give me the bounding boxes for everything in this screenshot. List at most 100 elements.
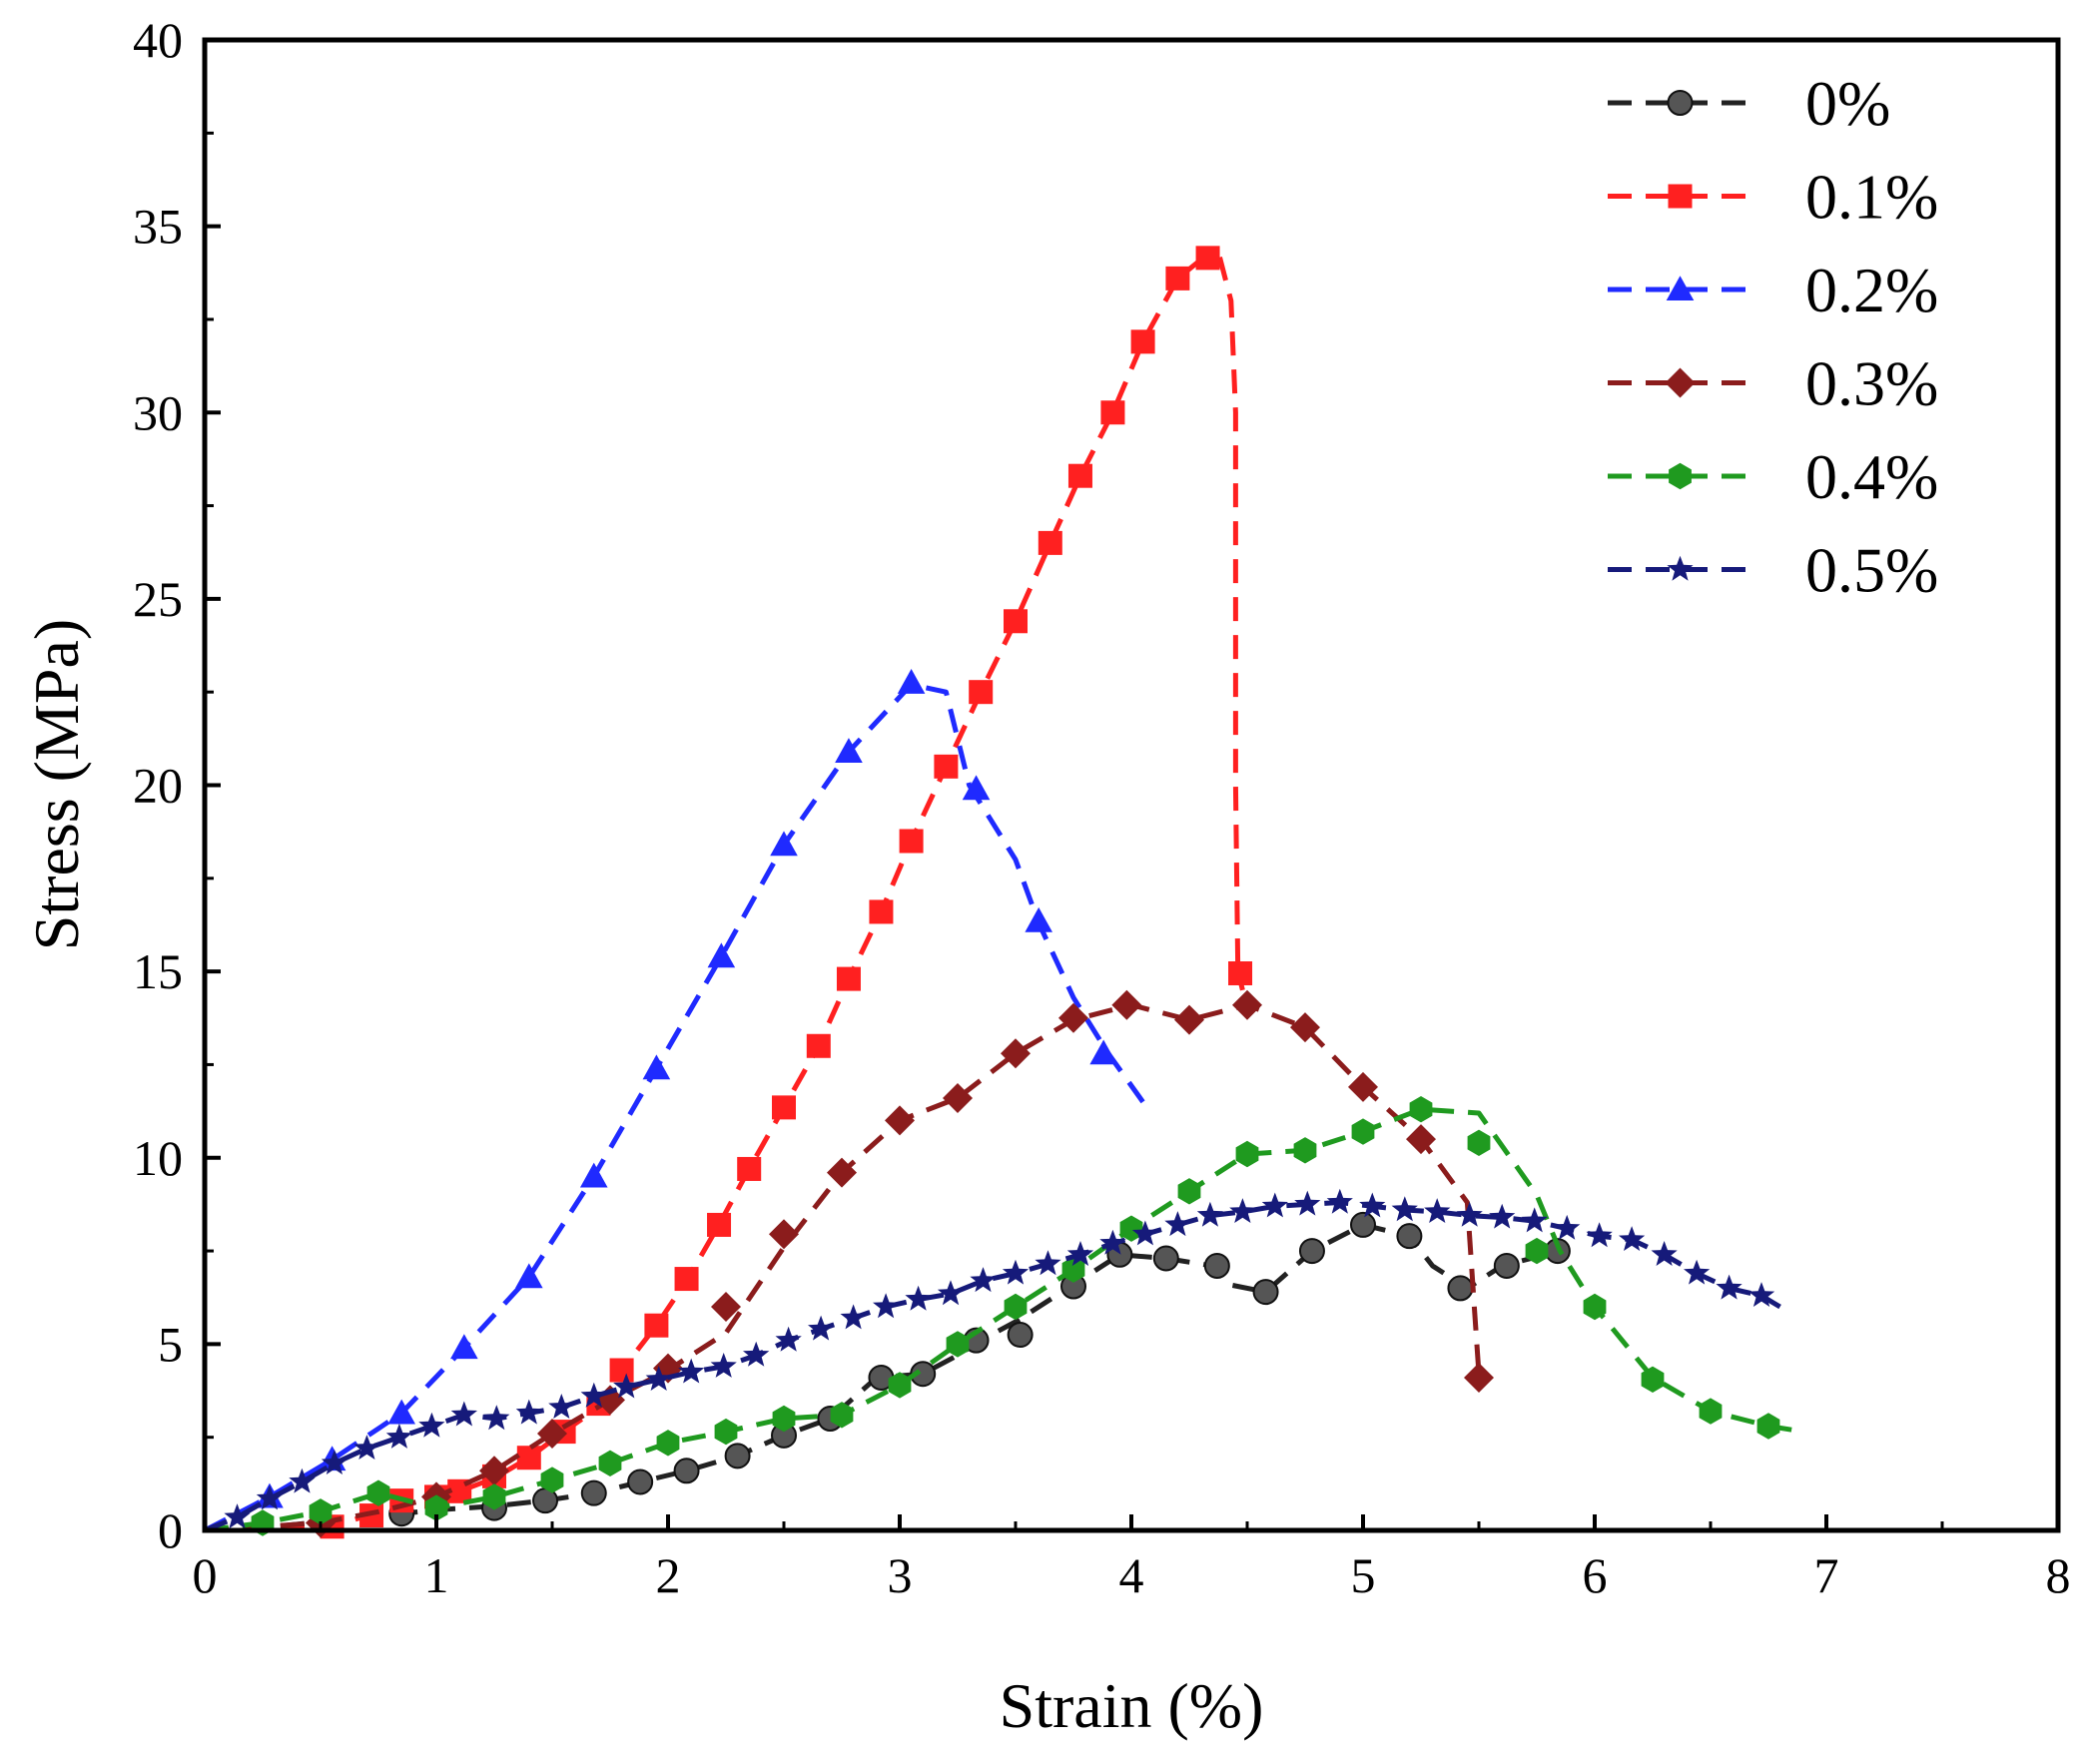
data-point [1066,1241,1094,1266]
data-point [321,1450,348,1474]
data-point [483,1405,510,1431]
data-point [1229,1198,1256,1223]
data-point [1525,1237,1549,1265]
data-point [808,1315,835,1341]
data-point [1004,609,1028,634]
y-tick-label: 35 [133,199,183,255]
legend-marker [1666,276,1695,301]
data-point [962,775,991,801]
legend-label: 0% [1805,68,1890,139]
data-point [899,829,924,854]
data-point [515,1263,543,1289]
data-point [1195,246,1220,271]
y-tick-label: 40 [133,12,183,68]
data-point [1261,1192,1288,1218]
data-point [710,1353,737,1378]
legend-marker [1669,462,1692,490]
series-line [204,1002,1482,1533]
x-axis-title: Strain (%) [1000,1670,1264,1741]
data-point [770,831,798,857]
data-point [1467,1129,1491,1156]
data-point [1396,1223,1423,1250]
data-point [418,1412,445,1438]
legend-item: 0% [1608,68,1890,139]
x-tick-label: 0 [193,1547,218,1603]
data-point [289,1468,316,1493]
data-point [970,1267,997,1293]
data-point [1196,1201,1223,1227]
series-2 [203,669,1145,1533]
x-tick-label: 1 [424,1547,449,1603]
data-point [580,1382,607,1408]
data-point [387,1399,415,1425]
data-point [353,1435,380,1460]
series-1 [204,246,1253,1539]
data-point [1002,1259,1030,1285]
data-point [309,1498,333,1525]
data-point [1716,1274,1742,1300]
data-point [836,966,861,991]
data-point [1424,1198,1451,1223]
data-point [1684,1259,1711,1285]
data-point [743,1341,770,1367]
data-point [598,1450,622,1476]
data-point [1554,1214,1581,1240]
data-point [724,1443,751,1470]
data-point [772,1095,796,1120]
data-point [627,1469,654,1495]
data-point [537,1418,567,1449]
data-point [1025,906,1052,932]
data-point [1131,1220,1158,1246]
data-point [1464,1362,1494,1393]
data-point [711,1292,741,1323]
x-tick-label: 7 [1814,1547,1839,1603]
legend-marker [1667,90,1694,116]
legend-item: 0.3% [1608,348,1938,419]
legend-item: 0.5% [1608,535,1938,606]
data-point [806,1033,831,1058]
data-point [644,1313,669,1338]
series-5 [204,1188,1781,1533]
data-point [772,1405,796,1433]
data-point [479,1456,509,1486]
data-point [1099,1229,1126,1255]
data-point [707,1212,732,1237]
y-tick-label: 5 [158,1316,183,1372]
legend-item: 0.4% [1608,441,1938,512]
data-point [1035,1250,1061,1276]
data-point [910,1361,937,1388]
data-point [897,669,926,694]
legend-item: 0.1% [1608,162,1938,233]
data-point [840,1304,867,1330]
data-point [873,1293,900,1319]
legend-label: 0.1% [1805,162,1938,233]
data-point [1203,1252,1230,1279]
data-point [450,1334,478,1360]
data-point [540,1467,564,1493]
data-point [548,1394,575,1419]
data-point [678,1358,705,1384]
data-point [516,1446,541,1470]
data-point [613,1373,640,1399]
data-point [515,1399,542,1425]
data-point [1228,960,1253,985]
data-point [1586,1222,1613,1248]
data-point [969,680,994,705]
data-point [1119,1215,1143,1242]
series-4 [204,1096,1792,1536]
x-tick-label: 6 [1583,1547,1608,1603]
data-point [905,1285,932,1311]
data-point [580,1479,607,1506]
y-axis-title: Stress (MPa) [21,619,92,950]
data-point [1409,1096,1433,1123]
data-point [579,1162,608,1188]
data-point [775,1326,802,1352]
data-point [1058,1002,1088,1033]
data-point [1061,1256,1085,1283]
data-point [1130,329,1155,354]
data-point [888,1372,912,1399]
data-point [1001,1038,1031,1069]
data-point [1290,1012,1320,1043]
data-point [1651,1241,1678,1266]
